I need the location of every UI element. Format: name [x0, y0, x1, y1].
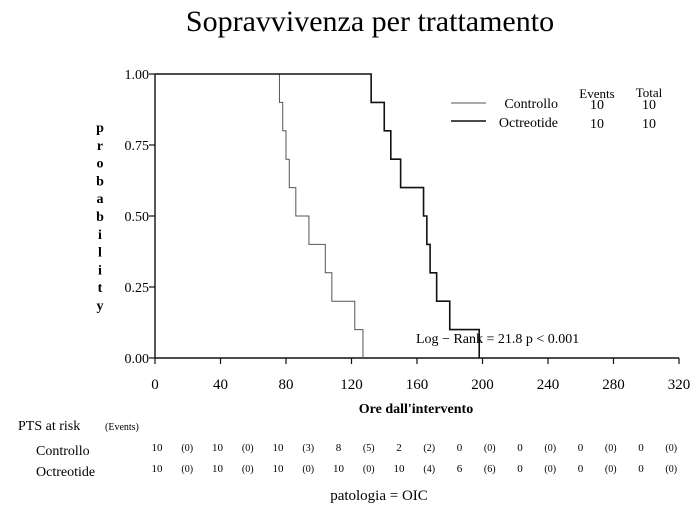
x-tick-label: 40 — [213, 377, 228, 393]
y-axis-label-letter: a — [97, 192, 104, 207]
risk-events: (0) — [484, 443, 496, 454]
risk-table-title: PTS at risk — [18, 419, 80, 434]
risk-count: 10 — [273, 463, 285, 475]
risk-count: 10 — [333, 463, 345, 475]
legend-events-octreotide: 10 — [590, 117, 604, 132]
risk-row-label-octreotide: Octreotide — [36, 465, 95, 480]
risk-events: (3) — [302, 443, 314, 454]
chart-title: Sopravvivenza per trattamento — [186, 5, 554, 38]
risk-events: (0) — [544, 443, 556, 454]
risk-events: (0) — [665, 464, 677, 475]
risk-count: 10 — [212, 463, 224, 475]
risk-count: 0 — [517, 463, 523, 475]
risk-count: 10 — [394, 463, 406, 475]
risk-count: 0 — [517, 442, 523, 454]
y-axis-label-letter: b — [96, 210, 104, 225]
y-tick-label: 0.00 — [125, 352, 150, 367]
y-axis-label-letter: i — [98, 228, 102, 243]
footnote: patologia = OIC — [330, 488, 428, 504]
y-tick-label: 0.50 — [125, 210, 150, 225]
legend-label-controllo: Controllo — [504, 97, 558, 112]
risk-events: (0) — [605, 464, 617, 475]
y-axis-label-letter: b — [96, 174, 104, 189]
x-tick-label: 0 — [151, 377, 159, 393]
x-tick-label: 200 — [471, 377, 494, 393]
risk-count: 8 — [336, 442, 342, 454]
risk-count: 10 — [273, 442, 285, 454]
x-tick-label: 280 — [602, 377, 625, 393]
legend-total-octreotide: 10 — [642, 117, 656, 132]
risk-count: 10 — [152, 442, 164, 454]
risk-events: (4) — [423, 464, 435, 475]
risk-events: (0) — [665, 443, 677, 454]
risk-table: PTS at risk (Events) Controllo Octreotid… — [18, 419, 677, 480]
x-tick-label: 240 — [537, 377, 560, 393]
y-axis-label-letter: i — [98, 263, 102, 278]
risk-events: (0) — [242, 464, 254, 475]
x-tick-label: 320 — [668, 377, 691, 393]
survival-curve-controllo — [155, 73, 364, 358]
y-axis-label-letter: o — [97, 157, 104, 172]
risk-count: 10 — [212, 442, 224, 454]
risk-table-subtitle: (Events) — [105, 422, 139, 433]
x-tick-label: 120 — [340, 377, 363, 393]
risk-count: 0 — [638, 442, 644, 454]
risk-events: (0) — [181, 443, 193, 454]
risk-events: (0) — [181, 464, 193, 475]
risk-count: 0 — [578, 442, 584, 454]
x-axis-label: Ore dall'intervento — [359, 402, 473, 417]
legend-total-controllo: 10 — [642, 98, 656, 113]
legend-events-header: Events — [579, 86, 614, 101]
risk-events: (0) — [302, 464, 314, 475]
risk-events: (0) — [242, 443, 254, 454]
legend-total-header: Total — [636, 85, 663, 100]
survival-curve-octreotide — [155, 73, 481, 358]
risk-count: 0 — [457, 442, 463, 454]
y-axis-label-letter: l — [98, 246, 102, 261]
legend: Events Total Controllo 10 10 Octreotide … — [451, 85, 663, 132]
risk-count: 0 — [638, 463, 644, 475]
legend-events-controllo: 10 — [590, 98, 604, 113]
risk-count: 2 — [396, 442, 402, 454]
x-tick-label: 80 — [279, 377, 294, 393]
log-rank-annotation: Log − Rank = 21.8 p < 0.001 — [416, 332, 579, 347]
y-tick-label: 0.75 — [125, 139, 150, 154]
y-tick-label: 1.00 — [125, 68, 150, 83]
x-tick-labels: 0 40 80 120 160 200 240 280 320 — [151, 358, 690, 393]
survival-curves — [155, 73, 481, 358]
risk-events: (5) — [363, 443, 375, 454]
risk-row-label-controllo: Controllo — [36, 444, 90, 459]
y-axis-label-letter: y — [97, 299, 104, 314]
risk-events: (0) — [544, 464, 556, 475]
risk-count: 10 — [152, 463, 164, 475]
risk-events: (6) — [484, 464, 496, 475]
y-axis-label-letter: p — [96, 121, 104, 136]
risk-count: 0 — [578, 463, 584, 475]
y-tick-labels: 0.00 0.25 0.50 0.75 1.00 — [125, 68, 155, 367]
risk-events: (2) — [423, 443, 435, 454]
risk-events: (0) — [363, 464, 375, 475]
y-axis-label-letter: t — [98, 281, 103, 296]
risk-count: 6 — [457, 463, 463, 475]
y-axis-label-letter: r — [97, 139, 103, 154]
risk-events: (0) — [605, 443, 617, 454]
legend-label-octreotide: Octreotide — [499, 116, 558, 131]
risk-table-cells: 10 (0) 10 (0) 10 (3) 8 (5) 2 (2) 0 (0) 0 (0) 0 (0) 0 (0) 1… — [152, 442, 678, 475]
x-tick-label: 160 — [406, 377, 429, 393]
y-tick-label: 0.25 — [125, 281, 150, 296]
